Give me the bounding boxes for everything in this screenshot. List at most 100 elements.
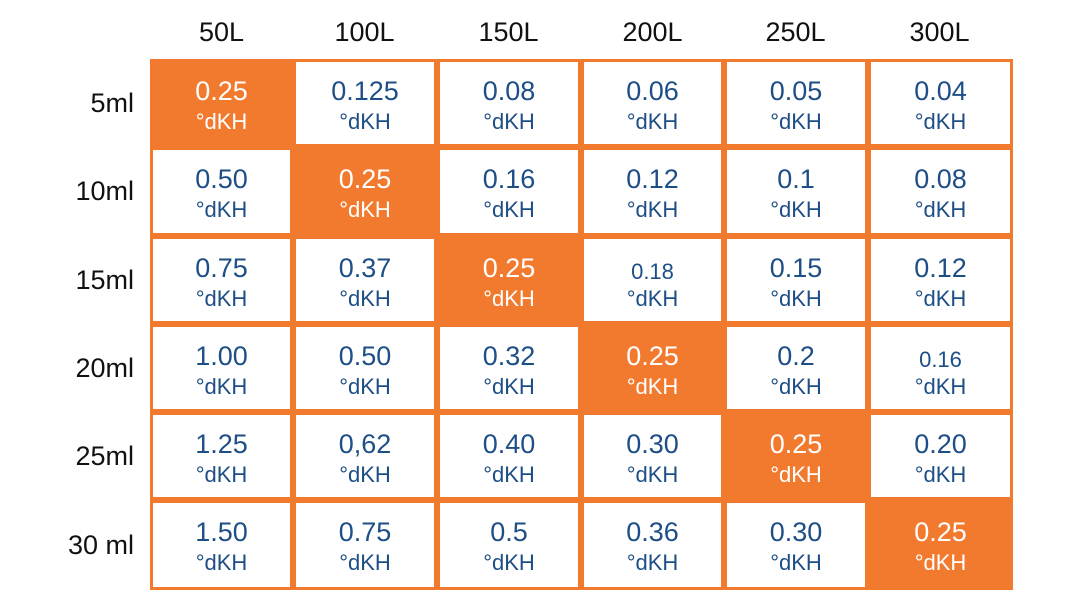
- table-cell-highlighted: 0.25 °dKH: [724, 412, 868, 500]
- table-cell: 0.125 °dKH: [293, 59, 437, 147]
- cell-value: 0.75: [195, 253, 248, 283]
- cell-value: 0.1: [777, 164, 815, 194]
- cell-unit: °dKH: [770, 550, 822, 575]
- cell-value: 0.16: [919, 347, 962, 372]
- cell-unit: °dKH: [626, 109, 679, 134]
- cell-value: 0.36: [626, 517, 679, 547]
- cell-unit: °dKH: [483, 374, 535, 399]
- table-cell-highlighted: 0.25 °dKH: [581, 324, 724, 412]
- cell-unit: °dKH: [626, 374, 679, 399]
- cell-unit: °dKH: [770, 374, 822, 399]
- cell-value: 0.32: [482, 341, 536, 371]
- table-cell: 0.32 °dKH: [437, 324, 581, 412]
- table-cell: 0.30 °dKH: [724, 500, 868, 590]
- cell-value: 0.25: [769, 429, 823, 459]
- cell-unit: °dKH: [914, 550, 967, 575]
- row-header: 5ml: [90, 88, 134, 118]
- row-header: 15ml: [75, 265, 134, 295]
- cell-unit: °dKH: [770, 286, 822, 311]
- cell-value: 0.25: [482, 253, 536, 283]
- table-cell: 0.36 °dKH: [581, 500, 724, 590]
- table-cell: 0.12 °dKH: [581, 147, 724, 236]
- table-cell: 0.37 °dKH: [293, 236, 437, 324]
- table-cell: 1.25 °dKH: [150, 412, 293, 500]
- table-cell-highlighted: 0.25 °dKH: [293, 147, 437, 236]
- cell-unit: °dKH: [626, 550, 679, 575]
- cell-unit: °dKH: [195, 197, 248, 222]
- table-cell: 0.20 °dKH: [868, 412, 1013, 500]
- cell-unit: °dKH: [195, 109, 248, 134]
- cell-unit: °dKH: [339, 550, 391, 575]
- table-cell: 0.04 °dKH: [868, 59, 1013, 147]
- cell-unit: °dKH: [483, 197, 535, 222]
- table-cell: 0.2 °dKH: [724, 324, 868, 412]
- table-cell: 1.50 °dKH: [150, 500, 293, 590]
- cell-unit: °dKH: [195, 462, 248, 487]
- cell-value: 0.06: [626, 76, 679, 106]
- table-cell: 0.50 °dKH: [293, 324, 437, 412]
- cell-value: 0.75: [338, 517, 392, 547]
- column-header: 100L: [334, 17, 395, 47]
- cell-value: 0.50: [338, 341, 392, 371]
- cell-value: 1.25: [195, 429, 248, 459]
- cell-unit: °dKH: [483, 109, 535, 134]
- cell-value: 0.25: [195, 76, 248, 106]
- cell-value: 0.08: [914, 164, 967, 194]
- table-cell: 0.06 °dKH: [581, 59, 724, 147]
- table-cell: 1.00 °dKH: [150, 324, 293, 412]
- table-cell: 0.50 °dKH: [150, 147, 293, 236]
- column-header: 150L: [478, 17, 539, 47]
- table-cell-highlighted: 0.25 °dKH: [868, 500, 1013, 590]
- cell-unit: °dKH: [339, 462, 391, 487]
- row-header: 25ml: [75, 441, 134, 471]
- table-cell: 0.40 °dKH: [437, 412, 581, 500]
- row-header: 30 ml: [67, 530, 134, 560]
- cell-value: 0.12: [626, 164, 679, 194]
- table-cell: 0.75 °dKH: [150, 236, 293, 324]
- cell-unit: °dKH: [195, 286, 248, 311]
- table-cell: 0.5 °dKH: [437, 500, 581, 590]
- cell-unit: °dKH: [914, 374, 967, 399]
- table-cell-highlighted: 0.25 °dKH: [150, 59, 293, 147]
- cell-value: 0.12: [914, 253, 967, 283]
- cell-value: 0.20: [914, 429, 967, 459]
- cell-value: 0.08: [482, 76, 536, 106]
- table-cell: 0.12 °dKH: [868, 236, 1013, 324]
- table-cell: 0.30 °dKH: [581, 412, 724, 500]
- cell-unit: °dKH: [914, 197, 967, 222]
- table-cell: 0.16 °dKH: [437, 147, 581, 236]
- cell-unit: °dKH: [339, 374, 391, 399]
- cell-value: 0.05: [769, 76, 823, 106]
- table-cell: 0.75 °dKH: [293, 500, 437, 590]
- table-cell: 0.16 °dKH: [868, 324, 1013, 412]
- column-header: 50L: [198, 17, 245, 47]
- cell-unit: °dKH: [339, 109, 391, 134]
- cell-unit: °dKH: [483, 462, 535, 487]
- cell-value: 0.5: [490, 517, 528, 547]
- cell-value: 0,62: [338, 429, 392, 459]
- column-header: 300L: [909, 17, 970, 47]
- cell-value: 0.25: [626, 341, 679, 371]
- cell-unit: °dKH: [914, 462, 967, 487]
- cell-unit: °dKH: [339, 286, 391, 311]
- cell-value: 0.40: [482, 429, 536, 459]
- cell-unit: °dKH: [914, 286, 967, 311]
- cell-value: 0.04: [914, 76, 967, 106]
- table-cell: 0.05 °dKH: [724, 59, 868, 147]
- cell-unit: °dKH: [770, 197, 822, 222]
- cell-value: 1.50: [195, 517, 248, 547]
- cell-value: 0.16: [482, 164, 536, 194]
- table-cell: 0.08 °dKH: [868, 147, 1013, 236]
- table-cell: 0.08 °dKH: [437, 59, 581, 147]
- table-cell: 0.1 °dKH: [724, 147, 868, 236]
- cell-unit: °dKH: [914, 109, 967, 134]
- cell-value: 0.25: [338, 164, 392, 194]
- column-header: 250L: [765, 17, 826, 47]
- cell-unit: °dKH: [770, 462, 822, 487]
- cell-unit: °dKH: [195, 550, 248, 575]
- cell-value: 0.30: [769, 517, 823, 547]
- cell-value: 0.37: [338, 253, 392, 283]
- table-cell: 0,62 °dKH: [293, 412, 437, 500]
- cell-unit: °dKH: [626, 286, 679, 311]
- cell-value: 0.30: [626, 429, 679, 459]
